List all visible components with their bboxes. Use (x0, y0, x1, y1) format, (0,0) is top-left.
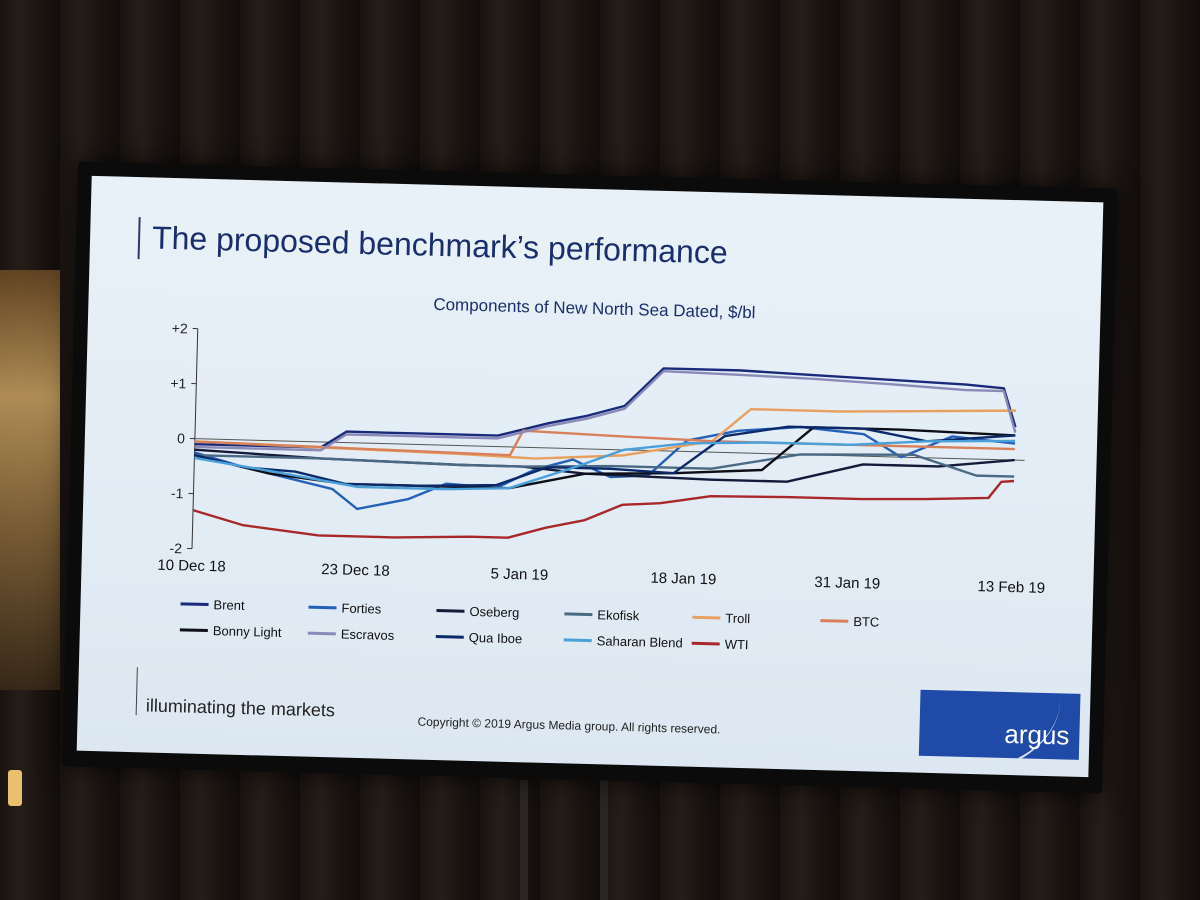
legend-label: Escravos (340, 626, 395, 643)
slide: The proposed benchmark’s performance Com… (76, 175, 1104, 778)
x-tick-label: 23 Dec 18 (321, 561, 390, 580)
logo-wordmark: argus (1003, 718, 1070, 751)
legend-swatch (436, 609, 465, 613)
display-bezel: The proposed benchmark’s performance Com… (62, 161, 1118, 794)
legend-swatch (179, 628, 208, 633)
series-line-forties (194, 425, 1016, 511)
legend-swatch (308, 605, 337, 610)
legend-item: Forties (308, 600, 381, 617)
line-chart: +2 +1 0 -1 -210 Dec 18 23 Dec 18 5 Jan 19 18 Ja… (157, 320, 1045, 597)
legend-item: Qua Iboe (435, 629, 523, 647)
legend-label: Qua Iboe (468, 629, 523, 647)
tagline: illuminating the markets (145, 695, 336, 721)
legend-item: Saharan Blend (563, 632, 683, 651)
legend-item: Bonny Light (179, 622, 282, 640)
y-tick-label: -2 (169, 540, 182, 556)
y-tick-label: +1 (170, 375, 187, 391)
series-line-wti (192, 479, 1015, 539)
legend-label: Saharan Blend (596, 633, 683, 651)
legend-label: Oseberg (469, 603, 520, 621)
series-line-escravos (194, 369, 1017, 452)
series-line-brent (194, 367, 1017, 449)
y-tick-label: +2 (172, 320, 189, 336)
copyright-notice: Copyright © 2019 Argus Media group. All … (417, 714, 721, 737)
x-tick-label: 10 Dec 18 (157, 557, 226, 576)
tagline-accent-bar (135, 667, 138, 716)
screen-stand-left (520, 780, 528, 900)
chandelier-light (0, 270, 60, 690)
legend-swatch (307, 631, 336, 636)
legend-item: Brent (180, 596, 245, 613)
legend-label: BTC (853, 613, 880, 630)
series-line-ekofisk (194, 453, 1015, 478)
legend-label: Forties (341, 600, 382, 617)
y-tick-label: 0 (177, 430, 185, 446)
x-tick-label: 31 Jan 19 (814, 574, 880, 593)
x-tick-label: 13 Feb 19 (977, 578, 1045, 597)
legend-swatch (564, 612, 593, 617)
legend-label: WTI (724, 636, 749, 653)
series-line-saharan-blend (194, 439, 1016, 491)
legend-item: Troll (692, 610, 751, 627)
legend-swatch (435, 635, 464, 639)
x-tick-label: 5 Jan 19 (490, 565, 548, 584)
series-line-qua-iboe (194, 425, 1016, 488)
wall-light (8, 770, 22, 806)
x-tick-label: 18 Jan 19 (650, 570, 716, 589)
legend-label: Brent (213, 597, 245, 613)
legend-swatch (692, 615, 721, 620)
argus-logo: argus (918, 689, 1081, 760)
screen-stand-right (600, 780, 608, 900)
legend-item: Ekofisk (564, 606, 639, 623)
legend-label: Troll (725, 610, 751, 627)
legend-item: Escravos (307, 626, 395, 643)
legend-item: BTC (820, 613, 880, 630)
legend-label: Bonny Light (212, 623, 282, 640)
y-tick-label: -1 (171, 485, 184, 501)
legend-swatch (691, 641, 720, 646)
legend-swatch (563, 638, 592, 643)
legend-item: Oseberg (436, 603, 520, 621)
legend-label: Ekofisk (597, 607, 640, 624)
legend-swatch (820, 619, 849, 623)
legend-item: WTI (691, 636, 749, 653)
legend-swatch (180, 602, 209, 607)
